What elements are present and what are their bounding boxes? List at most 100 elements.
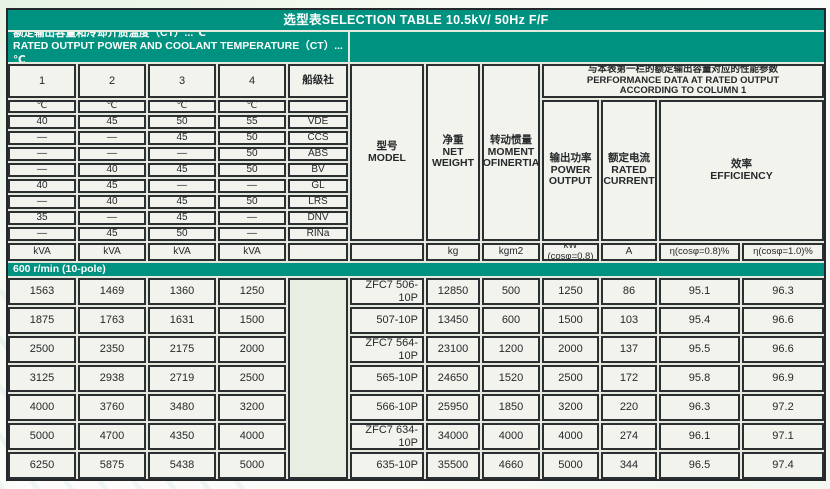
efficiency-10-cell: 97.2 [742,394,824,421]
kva-value-cell: 5438 [148,452,216,479]
rated-current-cell: 172 [601,365,657,392]
kva-value-cell: 1631 [148,307,216,334]
efficiency-08-cell: 95.8 [659,365,740,392]
efficiency-08-cell: 96.1 [659,423,740,450]
power-output-cell: 2000 [542,336,599,363]
temperature-cell: 50 [218,147,286,161]
temperature-cell: 50 [148,227,216,241]
temperature-cell: — [218,227,286,241]
kva-value-cell: 3125 [8,365,76,392]
weight-unit: kg [426,243,480,261]
subtitle-cn: 额定输出容量和冷却介质温度（CT）...℃ [13,32,206,40]
model-cell: 566-10P [350,394,424,421]
temperature-cell: 35 [8,211,76,225]
efficiency-10-cell: 96.6 [742,336,824,363]
moment-of-inertia-cell: 4000 [482,423,540,450]
temperature-cell: 45 [148,195,216,209]
moment-of-inertia-header: 转动惯量 MOMENT OFINERTIA [482,64,540,241]
power-output-cell: 5000 [542,452,599,479]
power-output-cell: 1250 [542,278,599,305]
society-name-cell: CCS [288,131,348,145]
society-name-cell: ABS [288,147,348,161]
temperature-cell: — [148,147,216,161]
kva-unit-4: kVA [218,243,286,261]
model-cell: ZFC7 564-10P [350,336,424,363]
kva-value-cell: 2500 [218,365,286,392]
kva-value-cell: 1563 [8,278,76,305]
temperature-cell: 50 [218,195,286,209]
temperature-cell: 40 [8,115,76,129]
efficiency-08-cell: 96.5 [659,452,740,479]
inertia-unit: kgm2 [482,243,540,261]
efficiency-08-cell: 96.3 [659,394,740,421]
temperature-cell: — [8,131,76,145]
power-output-cell: 3200 [542,394,599,421]
moment-of-inertia-cell: 500 [482,278,540,305]
temperature-cell: — [148,179,216,193]
subtitle-en: RATED OUTPUT POWER AND COOLANT TEMPERATU… [13,40,343,62]
temperature-cell: 50 [218,131,286,145]
efficiency-unit-08: η(cosφ=0.8)% [659,243,740,261]
rated-current-cell: 344 [601,452,657,479]
celsius-unit-1: ℃ [8,100,76,113]
kva-value-cell: 5000 [8,423,76,450]
column-header-3: 3 [148,64,216,98]
efficiency-10-cell: 97.4 [742,452,824,479]
society-header: 船级社 [288,64,348,98]
efficiency-08-cell: 95.5 [659,336,740,363]
net-weight-cell: 12850 [426,278,480,305]
kva-value-cell: 6250 [8,452,76,479]
net-weight-cell: 13450 [426,307,480,334]
kva-value-cell: 1763 [78,307,146,334]
celsius-unit-3: ℃ [148,100,216,113]
power-output-cell: 1500 [542,307,599,334]
kva-value-cell: 5875 [78,452,146,479]
kva-value-cell: 1360 [148,278,216,305]
model-cell: ZFC7 506-10P [350,278,424,305]
model-cell: ZFC7 634-10P [350,423,424,450]
subtitle-block: 额定输出容量和冷却介质温度（CT）...℃ RATED OUTPUT POWER… [8,32,348,62]
temperature-cell: 45 [78,179,146,193]
society-name-cell: LRS [288,195,348,209]
kva-value-cell: 4000 [218,423,286,450]
net-weight-cell: 24650 [426,365,480,392]
rated-current-cell: 137 [601,336,657,363]
current-unit: A [601,243,657,261]
kva-unit-1: kVA [8,243,76,261]
kva-value-cell: 5000 [218,452,286,479]
model-cell: 507-10P [350,307,424,334]
rated-current-cell: 220 [601,394,657,421]
net-weight-cell: 25950 [426,394,480,421]
temperature-cell: — [8,227,76,241]
rated-current-cell: 86 [601,278,657,305]
table-title: 选型表SELECTION TABLE 10.5kV/ 50Hz F/F [8,10,824,30]
temperature-cell: — [8,195,76,209]
column-header-2: 2 [78,64,146,98]
model-header: 型号 MODEL [350,64,424,241]
kva-value-cell: 3200 [218,394,286,421]
celsius-unit-4: ℃ [218,100,286,113]
temperature-cell: 55 [218,115,286,129]
subtitle-spacer [350,32,824,62]
society-name-cell: RINa [288,227,348,241]
kva-value-cell: 4700 [78,423,146,450]
temperature-cell: 40 [8,179,76,193]
temperature-cell: 50 [218,163,286,177]
kva-value-cell: 2175 [148,336,216,363]
model-unit-empty [350,243,424,261]
model-cell: 635-10P [350,452,424,479]
temperature-cell: — [8,147,76,161]
speed-band: 600 r/min (10-pole) [8,263,824,276]
moment-of-inertia-cell: 600 [482,307,540,334]
moment-of-inertia-cell: 1200 [482,336,540,363]
kva-value-cell: 1469 [78,278,146,305]
kva-value-cell: 4350 [148,423,216,450]
efficiency-08-cell: 95.4 [659,307,740,334]
temperature-cell: — [78,147,146,161]
kva-value-cell: 3760 [78,394,146,421]
kva-value-cell: 2350 [78,336,146,363]
society-name-cell: BV [288,163,348,177]
kva-value-cell: 1875 [8,307,76,334]
moment-of-inertia-cell: 1520 [482,365,540,392]
moment-of-inertia-cell: 1850 [482,394,540,421]
